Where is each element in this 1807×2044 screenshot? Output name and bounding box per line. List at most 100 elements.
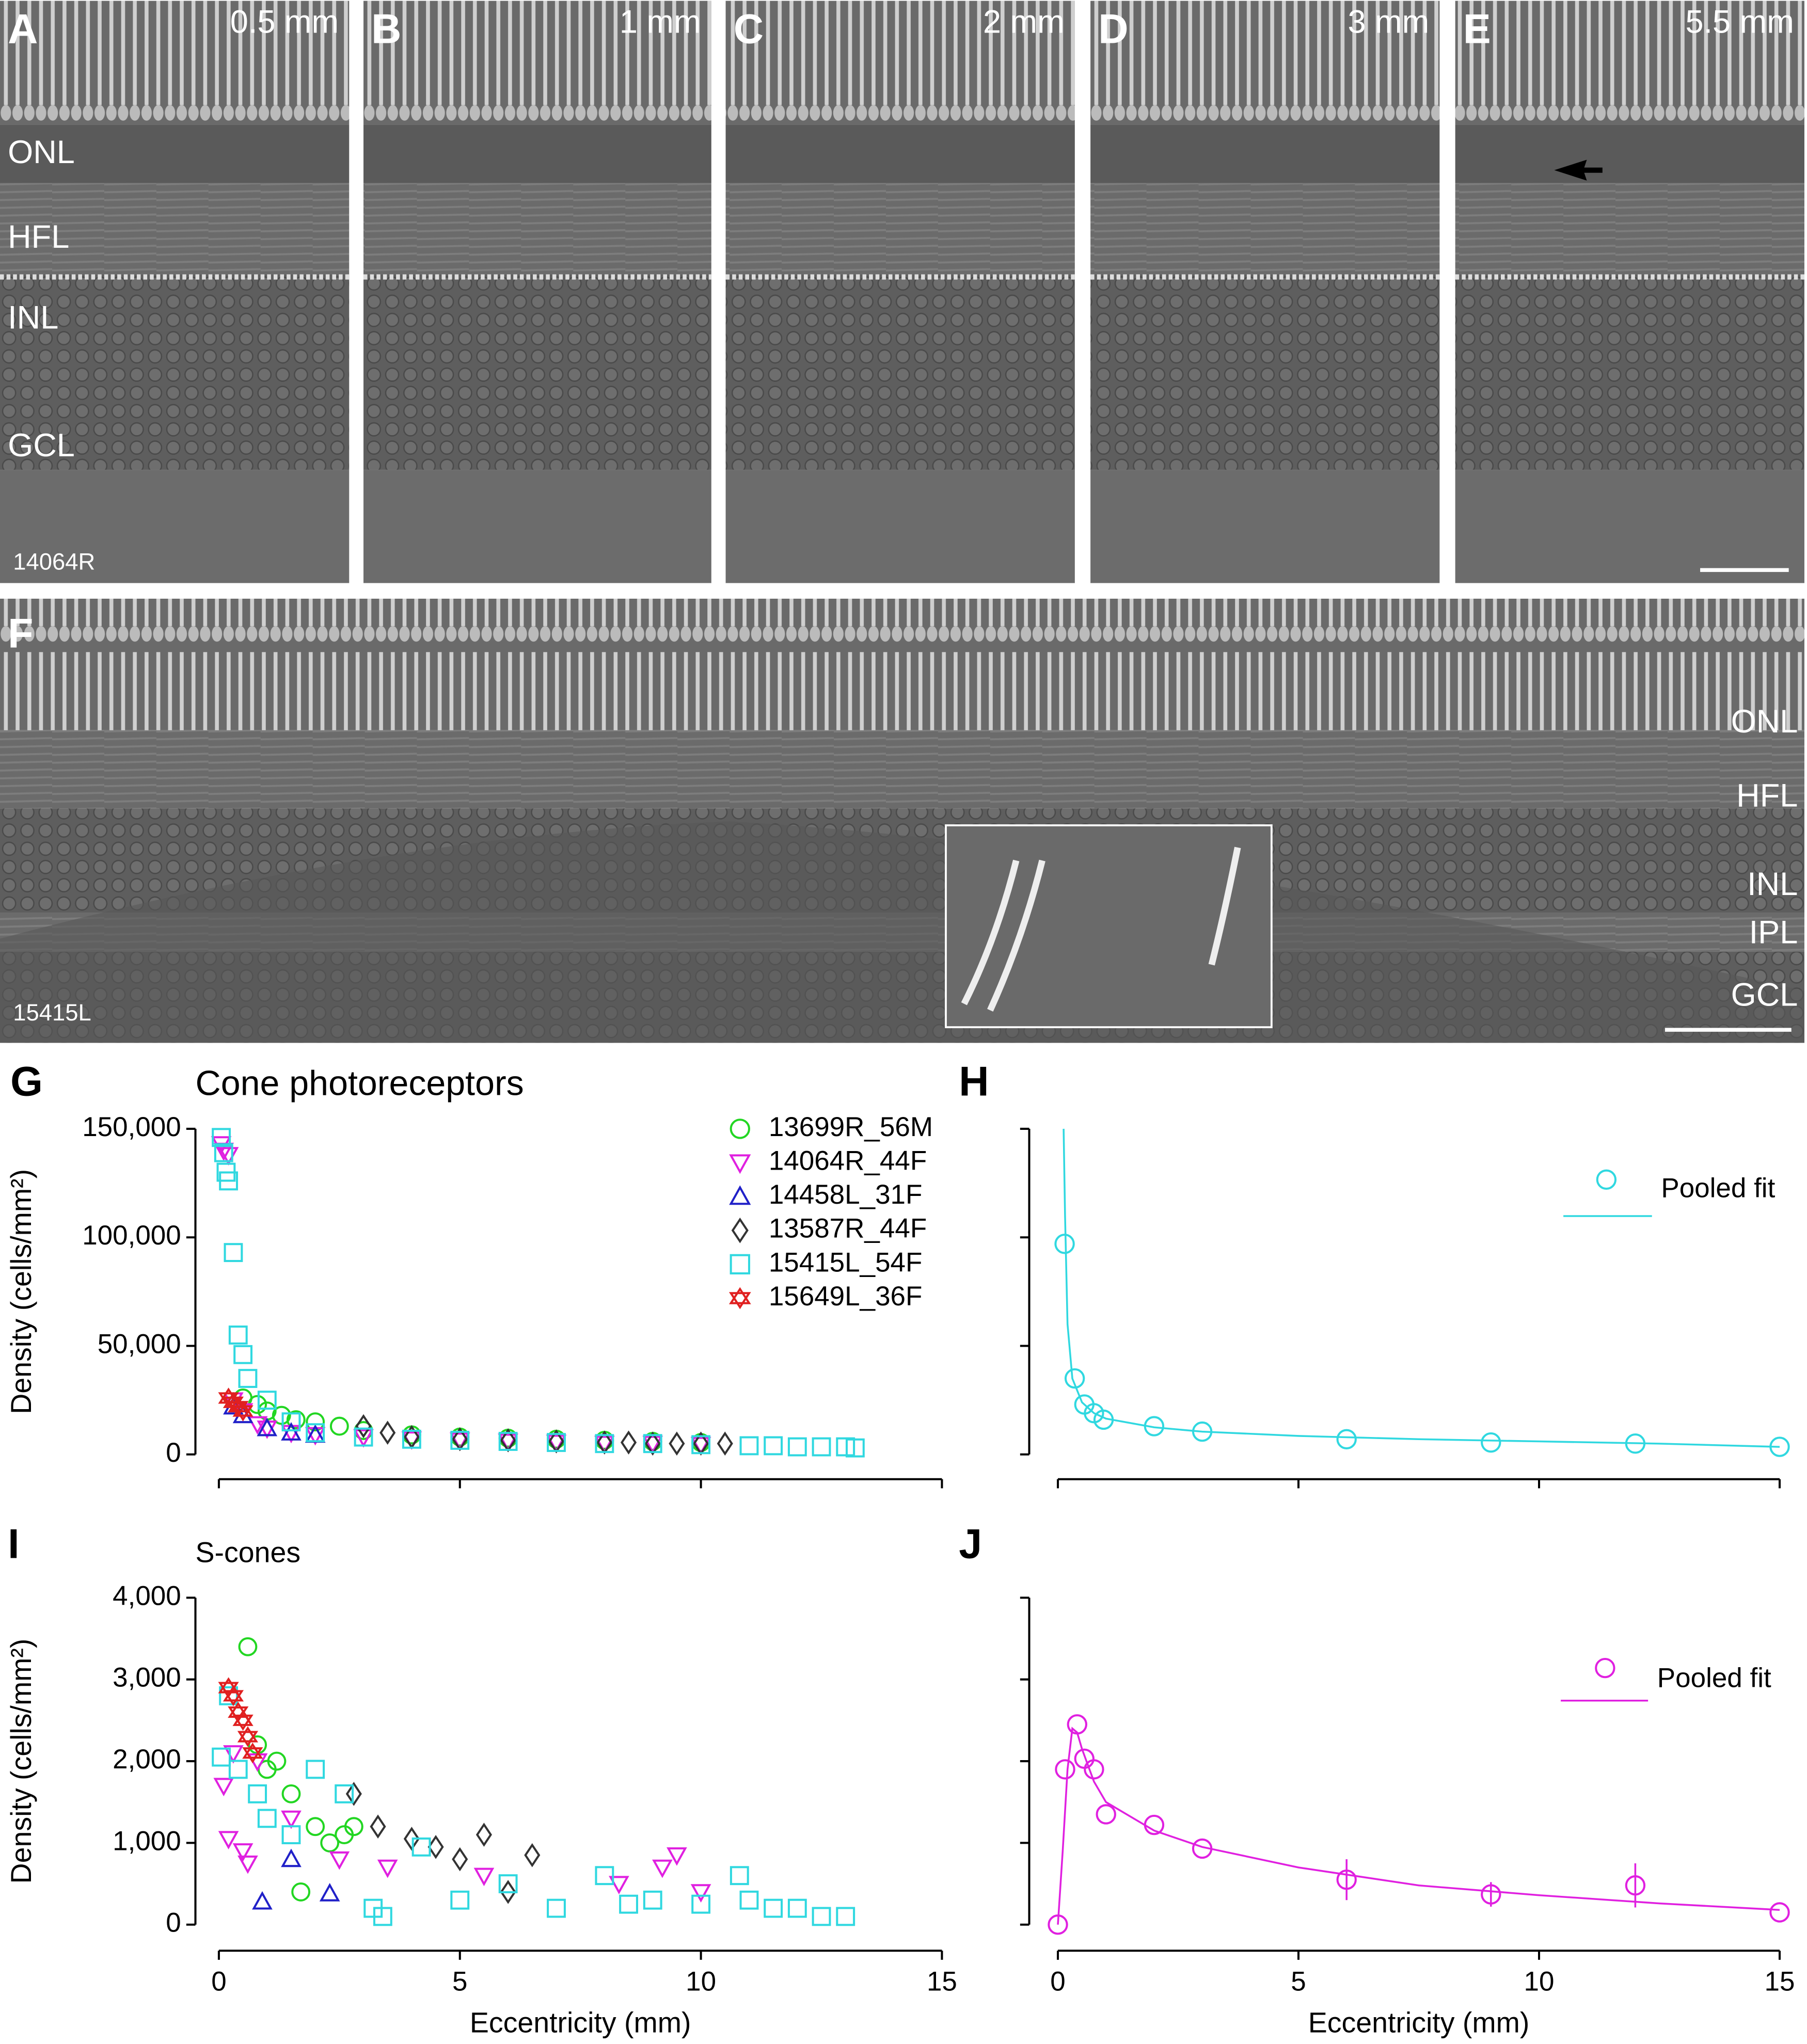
micrograph-band xyxy=(725,274,1075,470)
micrograph-band xyxy=(0,183,350,275)
data-point xyxy=(291,1882,311,1902)
data-point xyxy=(281,1825,301,1844)
data-point xyxy=(498,1874,518,1893)
x-tick-label: 5 xyxy=(452,1966,467,1997)
data-point xyxy=(739,1436,759,1456)
y-tick-label: 4,000 xyxy=(113,1580,181,1611)
data-point xyxy=(257,1417,278,1436)
data-point xyxy=(306,1412,325,1432)
data-point xyxy=(739,1890,759,1910)
data-point xyxy=(690,1884,711,1903)
micrograph-band xyxy=(0,274,350,470)
micrograph-band xyxy=(363,1,711,125)
data-point xyxy=(642,1435,663,1455)
y-axis-label: Density (cells/mm²) xyxy=(5,1639,37,1884)
data-point xyxy=(232,1843,253,1862)
data-point xyxy=(836,1437,855,1457)
legend-label: 13699R_56M xyxy=(769,1112,933,1142)
data-point xyxy=(691,1894,711,1914)
data-point xyxy=(619,1894,638,1914)
micrograph-band xyxy=(1090,124,1440,183)
data-point xyxy=(1144,1416,1165,1436)
data-point xyxy=(473,1867,495,1887)
legend-label: 15649L_36F xyxy=(769,1281,923,1312)
data-point xyxy=(212,1128,231,1147)
tissue-edge xyxy=(0,821,1804,1043)
data-point xyxy=(644,1431,661,1456)
data-point xyxy=(224,1243,243,1263)
data-point xyxy=(329,1416,349,1436)
panel-letter: H xyxy=(959,1058,989,1105)
data-point xyxy=(219,1171,239,1191)
panel-letter: F xyxy=(8,610,33,657)
data-point xyxy=(845,1438,865,1458)
data-point xyxy=(219,1686,239,1705)
data-point xyxy=(319,1883,340,1902)
legend-marker xyxy=(729,1154,751,1174)
data-point xyxy=(257,1391,277,1410)
micrograph-band xyxy=(1090,274,1440,470)
data-point xyxy=(354,1427,373,1447)
data-point xyxy=(595,1434,614,1454)
data-point xyxy=(1625,1875,1646,1896)
y-tick-label: 0 xyxy=(166,1438,181,1468)
micrograph-band xyxy=(1455,1,1804,125)
micrograph-band xyxy=(0,470,350,583)
data-point xyxy=(286,1410,306,1429)
eccentricity-label: 0.5 mm xyxy=(230,4,339,40)
data-point xyxy=(730,1866,749,1886)
data-point xyxy=(379,1420,396,1445)
data-point xyxy=(272,1406,291,1425)
data-point xyxy=(1064,1368,1085,1389)
layer-label: IPL xyxy=(1749,915,1798,951)
legend-marker xyxy=(730,1254,750,1275)
data-point xyxy=(355,1414,372,1439)
layer-label: INL xyxy=(8,300,58,336)
data-point xyxy=(787,1437,807,1457)
data-point xyxy=(1074,1748,1095,1769)
x-axis-label: Eccentricity (mm) xyxy=(1308,2007,1530,2039)
data-point xyxy=(691,1435,711,1455)
eccentricity-label: 2 mm xyxy=(983,4,1065,40)
micrograph-band xyxy=(0,1,350,125)
data-point xyxy=(238,1369,258,1388)
y-tick-label: 1,000 xyxy=(113,1826,181,1856)
data-point xyxy=(812,1437,831,1457)
y-tick-label: 150,000 xyxy=(82,1112,181,1142)
data-point xyxy=(232,1400,253,1422)
data-point xyxy=(643,1434,662,1454)
panel-letter: D xyxy=(1098,6,1128,53)
data-point xyxy=(717,1431,733,1456)
data-point xyxy=(237,1855,258,1874)
data-point xyxy=(669,1431,685,1456)
data-point xyxy=(547,1433,566,1452)
data-point xyxy=(306,1817,325,1837)
data-point xyxy=(281,1848,302,1867)
data-point xyxy=(643,1890,662,1910)
layer-label: INL xyxy=(1747,866,1798,902)
panel-letter: I xyxy=(8,1521,19,1567)
data-point xyxy=(667,1847,687,1866)
legend-label: 14064R_44F xyxy=(769,1146,927,1176)
data-point xyxy=(377,1859,398,1878)
legend-label: Pooled fit xyxy=(1657,1663,1771,1693)
panel-letter: J xyxy=(959,1521,982,1567)
layer-label: HFL xyxy=(8,219,69,255)
data-point xyxy=(281,1412,301,1432)
x-tick-label: 0 xyxy=(211,1966,226,1997)
data-point xyxy=(609,1876,629,1895)
data-point xyxy=(242,1743,263,1764)
layer-label: GCL xyxy=(1731,977,1798,1013)
panel-letter: E xyxy=(1463,6,1491,53)
micrograph-band xyxy=(725,124,1075,183)
micrograph-band xyxy=(363,124,711,183)
data-point xyxy=(267,1751,287,1771)
x-tick-label: 15 xyxy=(927,1966,957,1997)
data-point xyxy=(1096,1804,1116,1825)
eccentricity-label: 5.5 mm xyxy=(1685,4,1794,40)
data-point xyxy=(306,1760,325,1779)
micrograph-band xyxy=(363,183,711,275)
micrographs: A 0.5 mm B 1 mm C 2 mm D 3 mm E 5.5 mm ONL HFL INL GC… xyxy=(0,1,1804,1043)
